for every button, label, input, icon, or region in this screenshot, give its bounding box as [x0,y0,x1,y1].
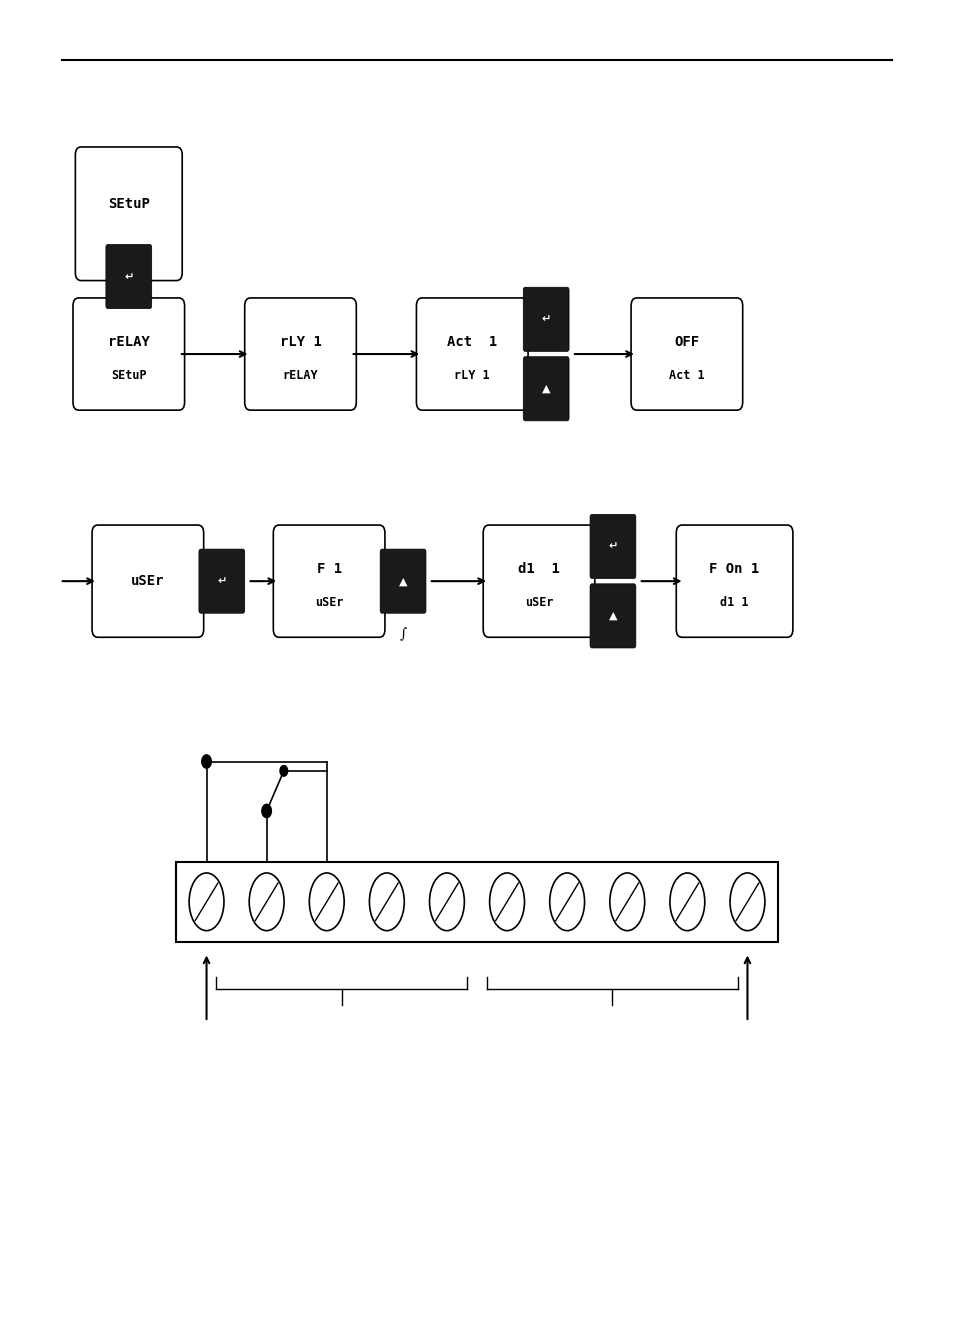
Circle shape [201,755,212,768]
Text: ↵: ↵ [217,576,226,587]
Text: uSEr: uSEr [524,596,553,609]
FancyBboxPatch shape [75,147,182,281]
Text: F 1: F 1 [316,561,341,576]
FancyBboxPatch shape [198,549,244,613]
Text: uSEr: uSEr [131,574,165,588]
Ellipse shape [669,872,704,931]
Text: d1 1: d1 1 [720,596,748,609]
Text: OFF: OFF [674,334,699,349]
Ellipse shape [549,872,584,931]
Circle shape [261,804,271,818]
FancyBboxPatch shape [416,298,527,410]
Text: SEtuP: SEtuP [111,369,147,382]
Text: Act  1: Act 1 [447,334,497,349]
Text: rELAY: rELAY [108,334,150,349]
Text: ↵: ↵ [541,314,550,325]
FancyBboxPatch shape [73,298,185,410]
FancyBboxPatch shape [379,549,425,613]
FancyBboxPatch shape [589,584,635,648]
FancyBboxPatch shape [273,525,384,637]
Text: d1  1: d1 1 [517,561,559,576]
Circle shape [280,766,287,776]
Text: ▲: ▲ [398,576,407,587]
FancyBboxPatch shape [482,525,594,637]
FancyBboxPatch shape [92,525,204,637]
Text: ▲: ▲ [541,383,550,394]
Text: ▲: ▲ [608,611,617,621]
Ellipse shape [189,872,224,931]
Ellipse shape [429,872,464,931]
FancyBboxPatch shape [522,357,568,421]
Text: Act 1: Act 1 [668,369,704,382]
FancyBboxPatch shape [589,514,635,578]
Text: rELAY: rELAY [282,369,318,382]
Ellipse shape [249,872,284,931]
Ellipse shape [369,872,404,931]
FancyBboxPatch shape [106,244,152,309]
Bar [176,862,777,942]
Text: ∫: ∫ [399,628,406,641]
Text: SEtuP: SEtuP [108,198,150,211]
Text: ↵: ↵ [124,271,133,282]
FancyBboxPatch shape [244,298,356,410]
Ellipse shape [309,872,344,931]
Ellipse shape [609,872,644,931]
FancyBboxPatch shape [522,287,568,351]
Text: uSEr: uSEr [314,596,343,609]
Text: rLY 1: rLY 1 [279,334,321,349]
Ellipse shape [729,872,764,931]
Text: F On 1: F On 1 [709,561,759,576]
FancyBboxPatch shape [676,525,792,637]
Ellipse shape [489,872,524,931]
Text: rLY 1: rLY 1 [454,369,490,382]
FancyBboxPatch shape [631,298,741,410]
Text: ↵: ↵ [608,541,617,552]
